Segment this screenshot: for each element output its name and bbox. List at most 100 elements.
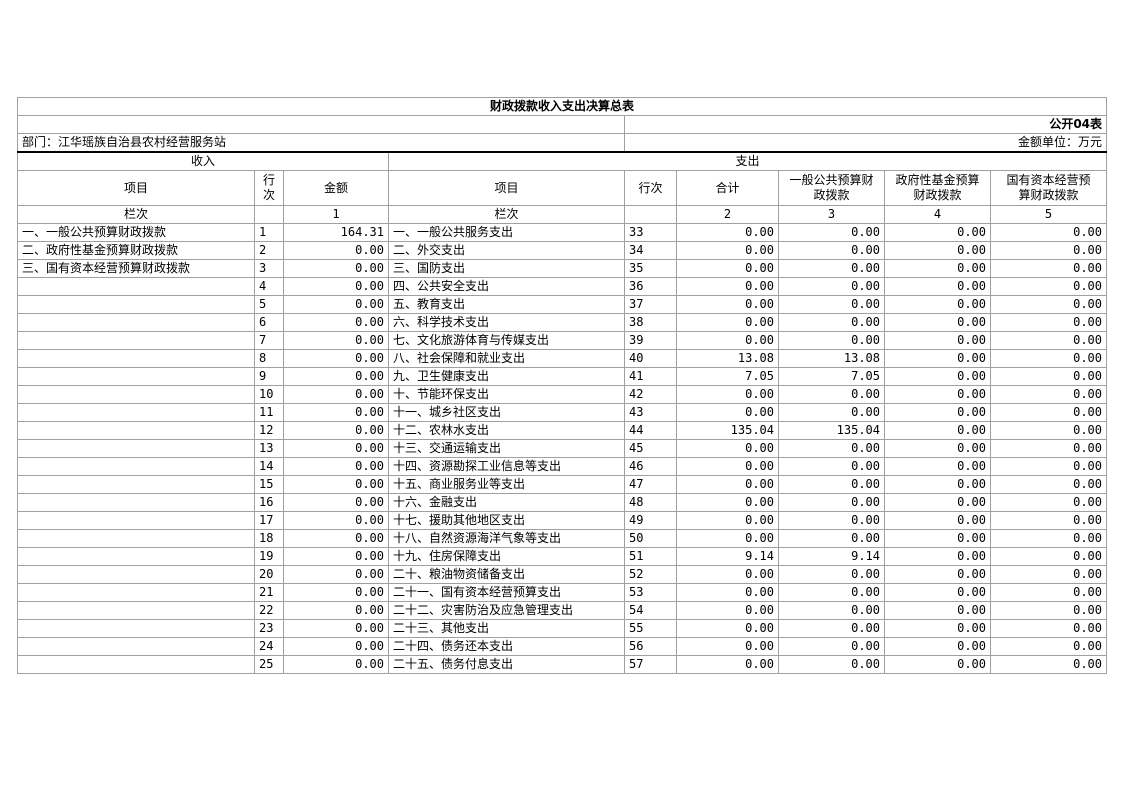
expense-state: 0.00 [989, 277, 1108, 296]
table-row: 12 0.00 十二、农林水支出 44 135.04 135.04 0.00 0.00 [17, 421, 1108, 440]
expense-fund: 0.00 [884, 295, 991, 314]
expense-row-no: 41 [624, 367, 677, 386]
table-row: 19 0.00 十九、住房保障支出 51 9.14 9.14 0.00 0.00 [17, 547, 1108, 566]
expense-state: 0.00 [989, 421, 1108, 440]
table-row: 6 0.00 六、科学技术支出 38 0.00 0.00 0.00 0.00 [17, 313, 1108, 332]
expense-fund: 0.00 [884, 475, 991, 494]
col-index-label: 栏次 [17, 205, 255, 224]
table-row: 18 0.00 十八、自然资源海洋气象等支出 50 0.00 0.00 0.00 0.00 [17, 529, 1108, 548]
expense-item: 十六、金融支出 [388, 493, 625, 512]
income-amount: 0.00 [283, 241, 389, 260]
income-row-no: 15 [254, 475, 284, 494]
income-row-no: 5 [254, 295, 284, 314]
expense-general: 0.00 [778, 565, 885, 584]
expense-fund: 0.00 [884, 511, 991, 530]
expense-row-no: 51 [624, 547, 677, 566]
expense-total: 0.00 [676, 655, 779, 674]
expense-row-no: 52 [624, 565, 677, 584]
unit: 金额单位：万元 [623, 133, 1108, 153]
expense-state: 0.00 [989, 259, 1108, 278]
expense-total: 0.00 [676, 277, 779, 296]
expense-fund: 0.00 [884, 223, 991, 242]
income-amount: 0.00 [283, 421, 389, 440]
income-item [17, 547, 255, 566]
expense-row-no: 40 [624, 349, 677, 368]
expense-fund: 0.00 [884, 313, 991, 332]
income-item: 三、国有资本经营预算财政拨款 [17, 259, 255, 278]
income-amount: 0.00 [283, 439, 389, 458]
expense-row-no: 53 [624, 583, 677, 602]
income-item: 二、政府性基金预算财政拨款 [17, 241, 255, 260]
expense-state: 0.00 [989, 457, 1108, 476]
table-row: 13 0.00 十三、交通运输支出 45 0.00 0.00 0.00 0.00 [17, 439, 1108, 458]
income-item [17, 385, 255, 404]
expense-row-no: 34 [624, 241, 677, 260]
expense-item: 十一、城乡社区支出 [388, 403, 625, 422]
expense-fund: 0.00 [884, 493, 991, 512]
expense-general: 0.00 [778, 583, 885, 602]
expense-state: 0.00 [989, 385, 1108, 404]
expense-row-no: 36 [624, 277, 677, 296]
expense-item: 八、社会保障和就业支出 [388, 349, 625, 368]
table-row: 9 0.00 九、卫生健康支出 41 7.05 7.05 0.00 0.00 [17, 367, 1108, 386]
col-index-3: 3 [778, 205, 885, 224]
income-row-no: 23 [254, 619, 284, 638]
expense-item: 五、教育支出 [388, 295, 625, 314]
expense-row-no: 43 [624, 403, 677, 422]
expense-state: 0.00 [989, 223, 1108, 242]
expense-state: 0.00 [989, 493, 1108, 512]
expense-item: 二十三、其他支出 [388, 619, 625, 638]
expense-general: 0.00 [778, 331, 885, 350]
expense-item: 一、一般公共服务支出 [388, 223, 625, 242]
expense-item: 十三、交通运输支出 [388, 439, 625, 458]
col-item: 项目 [17, 170, 255, 206]
expense-state: 0.00 [989, 583, 1108, 602]
expense-general: 0.00 [778, 259, 885, 278]
expense-row-no: 46 [624, 457, 677, 476]
income-amount: 0.00 [283, 313, 389, 332]
income-item [17, 457, 255, 476]
expense-item: 二十一、国有资本经营预算支出 [388, 583, 625, 602]
table-row: 23 0.00 二十三、其他支出 55 0.00 0.00 0.00 0.00 [17, 619, 1108, 638]
col-amount: 金额 [283, 170, 389, 206]
income-item [17, 637, 255, 656]
expense-total: 0.00 [676, 493, 779, 512]
expense-fund: 0.00 [884, 565, 991, 584]
expense-fund: 0.00 [884, 529, 991, 548]
income-amount: 0.00 [283, 655, 389, 674]
table-row: 15 0.00 十五、商业服务业等支出 47 0.00 0.00 0.00 0.00 [17, 475, 1108, 494]
expense-total: 13.08 [676, 349, 779, 368]
income-amount: 0.00 [283, 583, 389, 602]
expense-item: 二十四、债务还本支出 [388, 637, 625, 656]
income-item [17, 655, 255, 674]
col-index-1: 1 [283, 205, 389, 224]
expense-total: 0.00 [676, 439, 779, 458]
expense-total: 0.00 [676, 601, 779, 620]
income-row-no: 1 [254, 223, 284, 242]
expense-total: 0.00 [676, 583, 779, 602]
expense-item: 二、外交支出 [388, 241, 625, 260]
table-row: 8 0.00 八、社会保障和就业支出 40 13.08 13.08 0.00 0.00 [17, 349, 1108, 368]
expense-state: 0.00 [989, 241, 1108, 260]
expense-item: 十二、农林水支出 [388, 421, 625, 440]
income-row-no: 4 [254, 277, 284, 296]
income-amount: 0.00 [283, 295, 389, 314]
expense-row-no: 33 [624, 223, 677, 242]
income-item [17, 511, 255, 530]
expense-state: 0.00 [989, 637, 1108, 656]
expense-state: 0.00 [989, 601, 1108, 620]
expense-item: 十五、商业服务业等支出 [388, 475, 625, 494]
expense-row-no: 39 [624, 331, 677, 350]
income-item [17, 421, 255, 440]
income-item [17, 403, 255, 422]
income-amount: 0.00 [283, 331, 389, 350]
table-row: 10 0.00 十、节能环保支出 42 0.00 0.00 0.00 0.00 [17, 385, 1108, 404]
expense-item: 十七、援助其他地区支出 [388, 511, 625, 530]
table-row: 5 0.00 五、教育支出 37 0.00 0.00 0.00 0.00 [17, 295, 1108, 314]
expense-row-no: 38 [624, 313, 677, 332]
income-row-no: 10 [254, 385, 284, 404]
table-row: 24 0.00 二十四、债务还本支出 56 0.00 0.00 0.00 0.00 [17, 637, 1108, 656]
expense-item: 三、国防支出 [388, 259, 625, 278]
expense-general: 135.04 [778, 421, 885, 440]
expense-row-no: 50 [624, 529, 677, 548]
